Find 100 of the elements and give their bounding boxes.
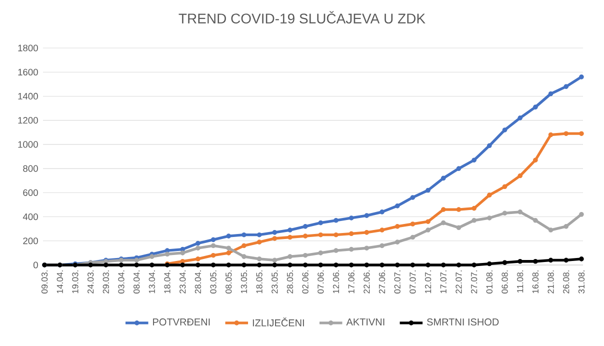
- point: [242, 262, 246, 268]
- point: [394, 224, 400, 229]
- x-tick-label: 13.05.: [240, 270, 248, 294]
- point: [502, 128, 508, 132]
- point: [364, 213, 370, 218]
- point: [302, 224, 308, 229]
- x-tick-label: 12.06.: [332, 270, 340, 294]
- x-tick-label: 19.03.: [72, 270, 78, 294]
- point: [502, 260, 508, 265]
- point: [472, 206, 476, 211]
- point: [104, 262, 108, 268]
- x-tick-label: 31.08.: [578, 270, 585, 294]
- point: [579, 131, 584, 136]
- point: [302, 252, 308, 258]
- point: [348, 262, 354, 268]
- x-tick-label: 26.08.: [563, 270, 570, 294]
- point: [380, 262, 384, 268]
- y-tick-label: 0: [33, 262, 38, 268]
- x-tick-label: 24.03.: [88, 270, 94, 294]
- point: [180, 250, 186, 256]
- legend-label: AKTIVNI: [346, 318, 384, 326]
- point: [380, 243, 384, 248]
- legend-label: IZLIJEČENI: [252, 318, 304, 326]
- point: [440, 262, 446, 268]
- point: [164, 252, 170, 257]
- point: [180, 246, 186, 252]
- point: [196, 256, 200, 262]
- point: [579, 74, 584, 80]
- y-tick-label: 200: [23, 238, 38, 244]
- point: [348, 246, 354, 252]
- point: [256, 262, 262, 268]
- point: [334, 248, 338, 253]
- y-tick-label: 400: [22, 213, 38, 220]
- y-tick-label: 1600: [18, 68, 38, 76]
- point: [380, 228, 384, 232]
- point: [548, 228, 554, 232]
- x-tick-label: 22.07.: [456, 270, 462, 294]
- point: [364, 230, 370, 235]
- x-tick-label: 23.05.: [272, 270, 278, 294]
- x-tick-label: 28.05.: [286, 270, 294, 294]
- point: [548, 132, 554, 138]
- point: [518, 210, 522, 214]
- point: [456, 207, 462, 212]
- point: [518, 173, 522, 178]
- point: [472, 158, 476, 163]
- point: [426, 228, 430, 232]
- x-tick-label: 17.07.: [440, 270, 446, 294]
- point: [410, 195, 416, 200]
- point: [487, 192, 492, 198]
- point: [288, 262, 292, 268]
- point: [242, 254, 246, 259]
- point: [242, 232, 246, 238]
- x-tick-label: 02.06.: [302, 270, 308, 294]
- point: [226, 250, 232, 256]
- point: [502, 184, 508, 190]
- point: [288, 254, 292, 259]
- point: [394, 240, 400, 244]
- point: [533, 158, 538, 163]
- point: [318, 232, 324, 238]
- point: [256, 256, 262, 262]
- point: [456, 225, 462, 230]
- x-tick-label: 01.08.: [486, 270, 492, 294]
- point: [533, 218, 538, 223]
- x-tick-label: 27.07.: [471, 270, 478, 294]
- point: [579, 212, 584, 217]
- point: [564, 258, 569, 263]
- x-tick-label: 02.07.: [394, 270, 400, 294]
- y-tick-label: 1400: [18, 92, 38, 100]
- x-tick-label: 03.05.: [210, 270, 216, 294]
- point: [318, 250, 324, 256]
- x-tick-label: 18.05.: [256, 270, 262, 294]
- point: [487, 261, 492, 266]
- point: [334, 232, 338, 238]
- point: [302, 234, 308, 238]
- point: [548, 258, 554, 263]
- point: [334, 218, 338, 223]
- point: [426, 262, 430, 268]
- point: [272, 230, 278, 235]
- point: [410, 234, 416, 240]
- point: [134, 262, 139, 268]
- x-tick-label: 07.07.: [410, 270, 416, 294]
- point: [272, 258, 278, 263]
- x-tick-label: 21.08.: [548, 270, 554, 294]
- point: [196, 262, 200, 268]
- point: [472, 218, 476, 223]
- point: [256, 240, 262, 244]
- point: [210, 237, 216, 242]
- point: [196, 246, 200, 251]
- point: [410, 262, 416, 268]
- x-tick-label: 11.08.: [517, 270, 524, 292]
- point: [302, 262, 308, 268]
- point: [348, 231, 354, 236]
- point: [426, 219, 430, 224]
- x-tick-label: 27.06.: [378, 270, 386, 294]
- y-tick-label: 1200: [18, 117, 38, 124]
- point: [410, 222, 416, 226]
- x-tick-label: 07.06.: [318, 270, 324, 294]
- point: [272, 262, 278, 268]
- point: [487, 216, 492, 220]
- y-tick-label: 1800: [18, 44, 38, 52]
